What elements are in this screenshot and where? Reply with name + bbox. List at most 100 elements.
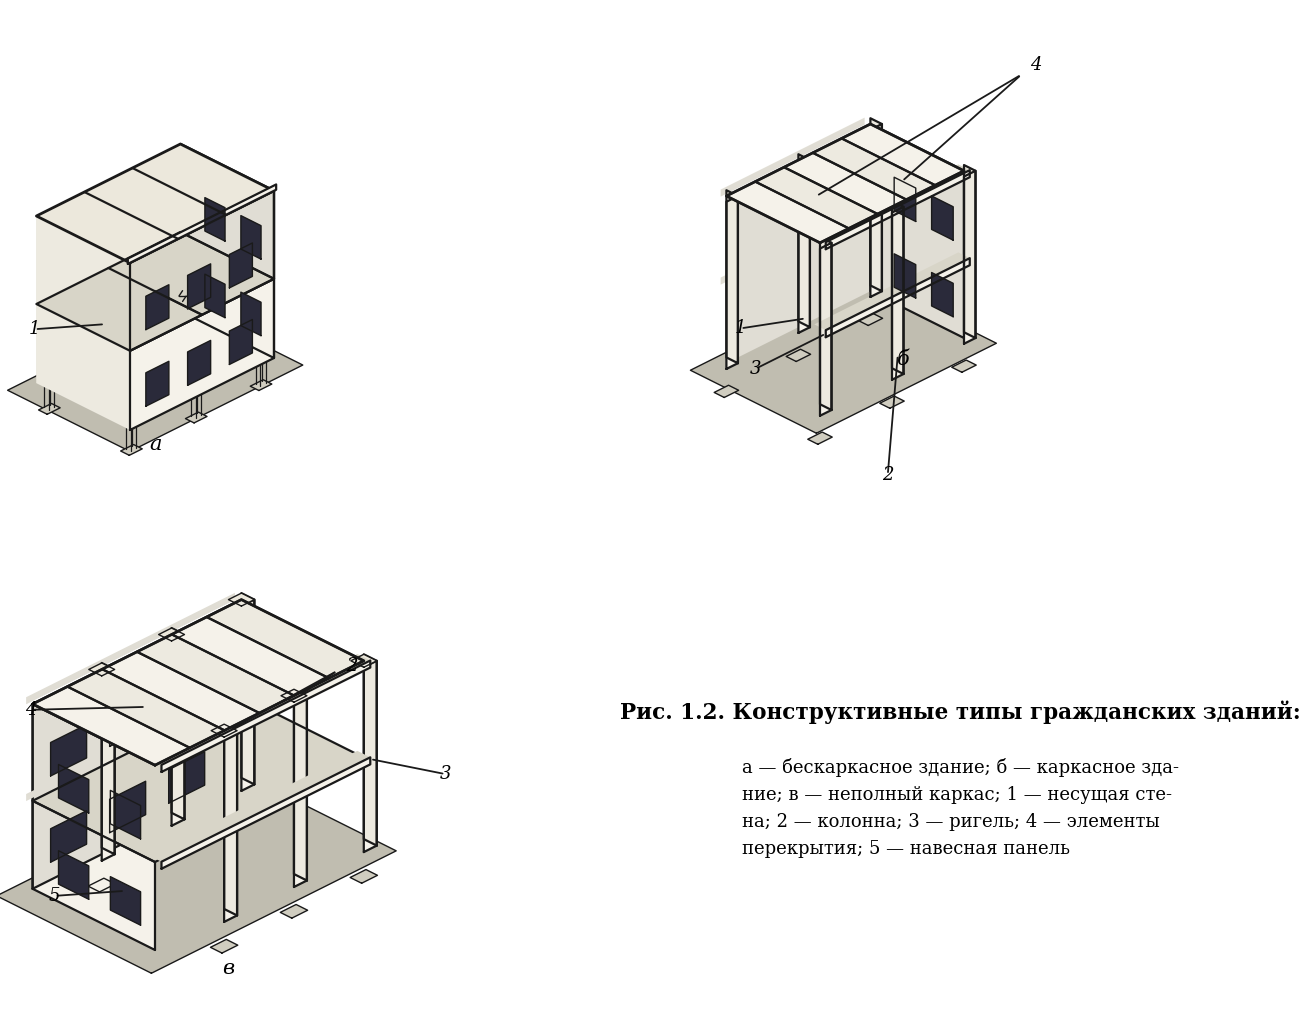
Text: в: в <box>222 959 234 978</box>
Polygon shape <box>229 319 252 365</box>
Polygon shape <box>32 687 190 766</box>
Polygon shape <box>36 144 274 263</box>
Text: 2: 2 <box>346 657 358 675</box>
Polygon shape <box>720 118 864 197</box>
Polygon shape <box>169 665 204 717</box>
Polygon shape <box>965 171 975 344</box>
Polygon shape <box>250 380 272 391</box>
Polygon shape <box>58 851 88 899</box>
Polygon shape <box>109 695 146 747</box>
Polygon shape <box>814 165 970 242</box>
Polygon shape <box>32 704 155 950</box>
Polygon shape <box>168 339 190 349</box>
Polygon shape <box>224 724 237 916</box>
Polygon shape <box>104 371 125 382</box>
Polygon shape <box>172 628 185 819</box>
Polygon shape <box>932 272 953 317</box>
Polygon shape <box>871 124 881 297</box>
Polygon shape <box>350 869 377 884</box>
Polygon shape <box>211 940 238 953</box>
Polygon shape <box>127 184 276 264</box>
Polygon shape <box>798 160 810 333</box>
Polygon shape <box>205 275 225 318</box>
Text: 4: 4 <box>25 700 36 719</box>
Polygon shape <box>727 124 871 364</box>
Polygon shape <box>242 600 255 790</box>
Polygon shape <box>690 281 996 433</box>
Polygon shape <box>103 652 260 730</box>
Polygon shape <box>871 124 965 338</box>
Polygon shape <box>351 655 377 667</box>
Polygon shape <box>130 191 274 351</box>
Polygon shape <box>205 198 225 241</box>
Polygon shape <box>187 341 211 385</box>
Text: Рис. 1.2. Конструктивные типы гражданских зданий:: Рис. 1.2. Конструктивные типы граждански… <box>620 700 1300 723</box>
Polygon shape <box>101 669 114 861</box>
Polygon shape <box>32 600 242 889</box>
Polygon shape <box>148 751 370 862</box>
Polygon shape <box>26 690 235 801</box>
Polygon shape <box>207 600 364 679</box>
Polygon shape <box>159 628 185 641</box>
Polygon shape <box>841 124 965 185</box>
Text: а: а <box>150 434 161 454</box>
Polygon shape <box>130 279 274 430</box>
Polygon shape <box>186 412 207 423</box>
Polygon shape <box>240 292 261 336</box>
Polygon shape <box>932 196 953 240</box>
Polygon shape <box>952 361 976 372</box>
Polygon shape <box>727 191 738 364</box>
Polygon shape <box>157 843 185 857</box>
Polygon shape <box>161 661 370 772</box>
Polygon shape <box>88 663 114 675</box>
Polygon shape <box>965 165 975 338</box>
Polygon shape <box>826 170 970 250</box>
Polygon shape <box>229 594 255 606</box>
Polygon shape <box>224 730 237 922</box>
Polygon shape <box>36 215 130 430</box>
Polygon shape <box>892 201 903 374</box>
Polygon shape <box>820 242 832 415</box>
Polygon shape <box>294 689 307 881</box>
Polygon shape <box>227 808 255 822</box>
Polygon shape <box>755 167 878 228</box>
Polygon shape <box>36 232 274 351</box>
Polygon shape <box>136 634 294 713</box>
Polygon shape <box>727 196 738 369</box>
Polygon shape <box>36 144 181 383</box>
Polygon shape <box>714 385 738 398</box>
Polygon shape <box>812 139 935 200</box>
Polygon shape <box>26 593 235 704</box>
Polygon shape <box>148 654 370 765</box>
Polygon shape <box>281 689 307 702</box>
Polygon shape <box>146 285 169 329</box>
Polygon shape <box>880 396 905 408</box>
Polygon shape <box>39 403 60 414</box>
Polygon shape <box>871 118 881 291</box>
Polygon shape <box>51 724 87 776</box>
Polygon shape <box>820 237 832 410</box>
Polygon shape <box>294 696 307 887</box>
Polygon shape <box>0 774 396 973</box>
Polygon shape <box>187 264 211 309</box>
Polygon shape <box>240 215 261 259</box>
Polygon shape <box>894 254 915 298</box>
Polygon shape <box>826 258 970 337</box>
Polygon shape <box>109 781 146 833</box>
Polygon shape <box>172 634 185 826</box>
Polygon shape <box>242 594 255 784</box>
Polygon shape <box>8 304 303 452</box>
Text: а — бескаркасное здание; б — каркасное зда-
ние; в — неполный каркас; 1 — несуща: а — бескаркасное здание; б — каркасное з… <box>741 758 1179 858</box>
Polygon shape <box>364 655 377 845</box>
Polygon shape <box>181 144 274 279</box>
Polygon shape <box>51 811 87 862</box>
Polygon shape <box>181 144 274 358</box>
Text: 3: 3 <box>439 765 451 783</box>
Polygon shape <box>727 181 849 242</box>
Polygon shape <box>111 790 140 839</box>
Polygon shape <box>68 669 225 748</box>
Polygon shape <box>169 752 204 803</box>
Polygon shape <box>121 444 142 455</box>
Polygon shape <box>807 432 832 444</box>
Polygon shape <box>858 313 883 325</box>
